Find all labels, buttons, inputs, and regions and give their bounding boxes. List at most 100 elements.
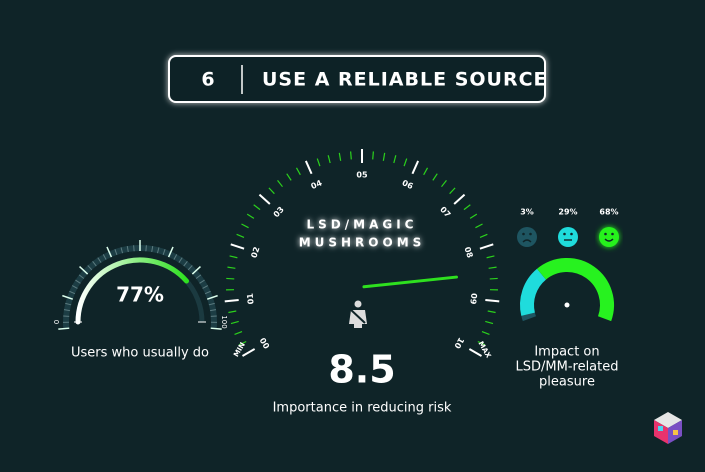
importance-caption: Importance in reducing risk <box>273 401 452 416</box>
importance-title: MUSHROOMS <box>299 236 426 250</box>
users-scale-tick <box>69 290 76 295</box>
importance-minor-tick <box>246 213 255 219</box>
importance-tick-label: 04 <box>310 178 324 191</box>
pleasure-segment <box>537 258 614 322</box>
importance-major-tick <box>224 298 239 303</box>
users-tick-label: 100 <box>220 315 228 328</box>
users-scale-tick <box>71 285 78 289</box>
importance-major-tick <box>258 193 271 205</box>
users-scale-tick <box>92 261 97 267</box>
users-scale-tick <box>173 254 178 260</box>
pleasure-caption: LSD/MM-related <box>516 360 619 375</box>
importance-major-tick <box>485 298 500 303</box>
users-scale-tick <box>97 257 102 263</box>
importance-tick-label: 02 <box>249 246 261 259</box>
users-scale-tick <box>114 249 118 256</box>
importance-minor-tick <box>238 340 247 346</box>
users-scale-tick <box>75 279 81 284</box>
pleasure-segment <box>521 312 537 322</box>
users-scale-tick <box>191 266 201 275</box>
users-scale-tick <box>206 294 218 300</box>
header-title: USE A RELIABLE SOURCE <box>262 69 548 91</box>
importance-value: 8.5 <box>328 348 395 392</box>
users-caption: Users who usually do <box>71 346 209 361</box>
importance-minor-tick <box>241 223 249 229</box>
importance-minor-tick <box>481 331 490 335</box>
users-scale-tick <box>167 246 174 258</box>
face-mouth <box>604 238 614 242</box>
importance-minor-tick <box>286 173 292 181</box>
importance-minor-tick <box>277 180 283 188</box>
importance-minor-tick <box>327 155 331 164</box>
pleasure-label: 29% <box>558 208 577 217</box>
importance-tick-label: 05 <box>356 171 368 180</box>
importance-minor-tick <box>234 331 243 335</box>
users-scale-tick <box>208 302 215 306</box>
importance-minor-tick <box>487 310 496 314</box>
users-scale-tick <box>87 265 93 271</box>
importance-minor-tick <box>350 151 352 160</box>
users-scale-tick <box>106 246 113 258</box>
importance-minor-tick <box>469 213 478 219</box>
importance-minor-tick <box>485 320 494 325</box>
face-eye <box>611 232 614 236</box>
importance-minor-tick <box>230 320 239 325</box>
importance-minor-tick <box>403 158 408 167</box>
users-scale-tick <box>102 254 107 260</box>
importance-major-tick <box>453 193 466 205</box>
importance-minor-tick <box>441 180 447 188</box>
importance-minor-tick <box>393 155 397 164</box>
users-value-arc <box>75 257 190 325</box>
users-scale-tick <box>178 257 183 263</box>
pleasure-caption: Impact on <box>534 345 599 360</box>
users-scale-tick <box>63 309 71 312</box>
importance-minor-tick <box>477 340 486 346</box>
face-eye <box>570 232 573 236</box>
importance-minor-tick <box>382 152 386 161</box>
users-tick-label: 0 <box>52 320 60 324</box>
importance-minor-tick <box>228 310 237 314</box>
pleasure-center <box>564 302 570 308</box>
header-number: 6 <box>201 69 214 91</box>
importance-minor-tick <box>489 277 498 280</box>
importance-minor-tick <box>486 255 495 259</box>
importance-minor-tick <box>488 266 497 269</box>
importance-major-tick <box>468 348 483 357</box>
users-scale-tick <box>187 265 193 271</box>
importance-minor-tick <box>372 151 374 160</box>
importance-major-tick <box>479 243 494 250</box>
importance-minor-tick <box>253 204 261 211</box>
importance-minor-tick <box>463 204 471 211</box>
header-box <box>168 55 546 103</box>
pleasure-face <box>599 227 619 247</box>
importance-minor-tick <box>449 187 456 195</box>
face-eye <box>604 232 607 236</box>
pleasure-label: 3% <box>520 208 534 217</box>
importance-tick-label: 06 <box>401 178 415 191</box>
importance-minor-tick <box>432 173 438 181</box>
importance-minor-tick <box>268 187 275 195</box>
pleasure-face <box>558 227 578 247</box>
users-scale-tick <box>210 327 222 330</box>
users-scale-tick <box>204 290 211 295</box>
seatbelt-icon <box>349 300 367 328</box>
users-scale-tick <box>120 247 124 254</box>
users-scale-tick <box>162 249 166 256</box>
users-scale-tick <box>58 327 70 330</box>
face-eye <box>563 232 566 236</box>
logo <box>654 412 682 444</box>
importance-tick-label: 01 <box>246 292 256 304</box>
face-mouth <box>522 239 532 243</box>
users-scale-tick <box>151 245 154 253</box>
importance-minor-tick <box>423 167 429 176</box>
users-scale-tick <box>78 274 85 279</box>
importance-needle <box>362 275 458 289</box>
users-scale-tick <box>183 261 188 267</box>
importance-tick-label: 09 <box>468 293 478 305</box>
pleasure-segment <box>520 268 547 316</box>
users-scale-tick <box>79 266 89 275</box>
users-scale-tick <box>199 279 205 284</box>
importance-minor-tick <box>236 233 245 238</box>
